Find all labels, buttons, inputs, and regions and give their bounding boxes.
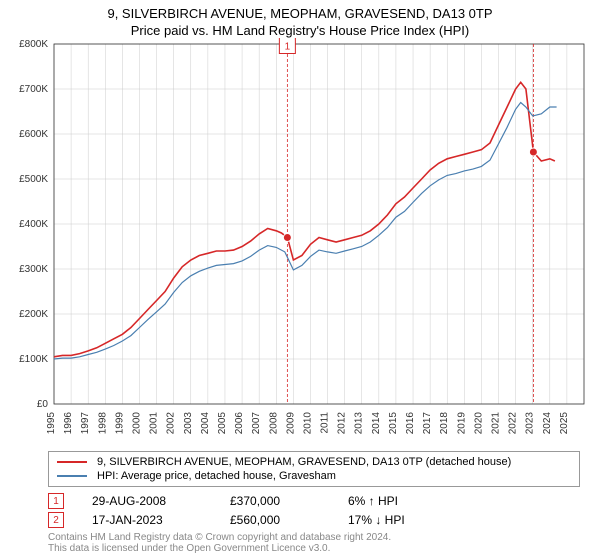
x-tick-label: 2007: [251, 412, 262, 435]
footer: 9, SILVERBIRCH AVENUE, MEOPHAM, GRAVESEN…: [0, 447, 600, 560]
data-point-marker: 2: [48, 512, 64, 528]
x-tick-label: 1999: [114, 412, 125, 435]
legend-row: HPI: Average price, detached house, Grav…: [57, 469, 571, 483]
data-point-row: 2 17-JAN-2023 £560,000 17% ↓ HPI: [48, 512, 590, 528]
data-point-delta: 17% ↓ HPI: [348, 513, 405, 527]
x-tick-label: 2018: [439, 412, 450, 435]
line-chart-svg: £0 £100K £200K £300K £400K £500K £600K £700K £80…: [0, 38, 600, 438]
data-point-row: 1 29-AUG-2008 £370,000 6% ↑ HPI: [48, 493, 590, 509]
x-tick-label: 2022: [508, 412, 519, 435]
marker-dot: [529, 148, 537, 156]
y-tick-label: £300K: [19, 264, 48, 275]
x-tick-label: 2002: [166, 412, 177, 435]
legend-swatch: [57, 461, 87, 463]
y-tick-label: £700K: [19, 84, 48, 95]
x-tick-label: 2013: [354, 412, 365, 435]
x-tick-label: 2019: [456, 412, 467, 435]
chart-area: £0 £100K £200K £300K £400K £500K £600K £700K £80…: [0, 38, 600, 447]
x-tick-label: 2011: [320, 412, 331, 434]
y-tick-label: £0: [37, 399, 49, 410]
x-tick-label: 2000: [131, 412, 142, 435]
marker-label-num: 1: [285, 42, 291, 53]
x-tick-label: 2012: [337, 412, 348, 435]
legend-label: 9, SILVERBIRCH AVENUE, MEOPHAM, GRAVESEN…: [97, 456, 511, 468]
x-tick-label: 1998: [97, 412, 108, 435]
legend-label: HPI: Average price, detached house, Grav…: [97, 470, 336, 482]
data-point-delta: 6% ↑ HPI: [348, 494, 398, 508]
x-tick-label: 2009: [285, 412, 296, 435]
legend-box: 9, SILVERBIRCH AVENUE, MEOPHAM, GRAVESEN…: [48, 451, 580, 487]
y-tick-label: £800K: [19, 39, 48, 50]
data-point-marker: 1: [48, 493, 64, 509]
title-block: 9, SILVERBIRCH AVENUE, MEOPHAM, GRAVESEN…: [0, 0, 600, 38]
legend-row: 9, SILVERBIRCH AVENUE, MEOPHAM, GRAVESEN…: [57, 455, 571, 469]
y-tick-label: £600K: [19, 129, 48, 140]
x-tick-label: 2020: [473, 412, 484, 435]
title-sub: Price paid vs. HM Land Registry's House …: [0, 23, 600, 38]
x-tick-label: 2021: [491, 412, 502, 435]
data-point-date: 17-JAN-2023: [92, 513, 202, 527]
y-tick-label: £200K: [19, 309, 48, 320]
x-tick-label: 2001: [149, 412, 160, 435]
footnote: Contains HM Land Registry data © Crown c…: [48, 532, 590, 554]
data-point-price: £370,000: [230, 494, 320, 508]
x-tick-label: 2010: [302, 412, 313, 435]
data-point-price: £560,000: [230, 513, 320, 527]
x-tick-label: 2008: [268, 412, 279, 435]
x-tick-label: 2014: [371, 412, 382, 435]
x-tick-label: 2017: [422, 412, 433, 435]
x-tick-label: 2006: [234, 412, 245, 435]
x-tick-label: 2005: [217, 412, 228, 435]
legend-swatch: [57, 475, 87, 477]
x-tick-label: 1995: [46, 412, 57, 435]
marker-dot: [283, 234, 291, 242]
x-tick-label: 1997: [80, 412, 91, 435]
title-main: 9, SILVERBIRCH AVENUE, MEOPHAM, GRAVESEN…: [0, 6, 600, 21]
x-tick-label: 2024: [542, 412, 553, 435]
x-tick-label: 2004: [200, 412, 211, 435]
x-tick-label: 2023: [525, 412, 536, 435]
footnote-line1: Contains HM Land Registry data © Crown c…: [48, 532, 590, 543]
x-tick-label: 1996: [63, 412, 74, 435]
y-tick-label: £500K: [19, 174, 48, 185]
x-tick-label: 2003: [183, 412, 194, 435]
footnote-line2: This data is licensed under the Open Gov…: [48, 543, 590, 554]
x-tick-label: 2016: [405, 412, 416, 435]
x-tick-label: 2015: [388, 412, 399, 435]
data-rows: 1 29-AUG-2008 £370,000 6% ↑ HPI 2 17-JAN-2023…: [18, 493, 590, 528]
y-tick-label: £100K: [19, 354, 48, 365]
data-point-date: 29-AUG-2008: [92, 494, 202, 508]
chart-container: 9, SILVERBIRCH AVENUE, MEOPHAM, GRAVESEN…: [0, 0, 600, 560]
y-tick-label: £400K: [19, 219, 48, 230]
x-tick-label: 2025: [559, 412, 570, 435]
